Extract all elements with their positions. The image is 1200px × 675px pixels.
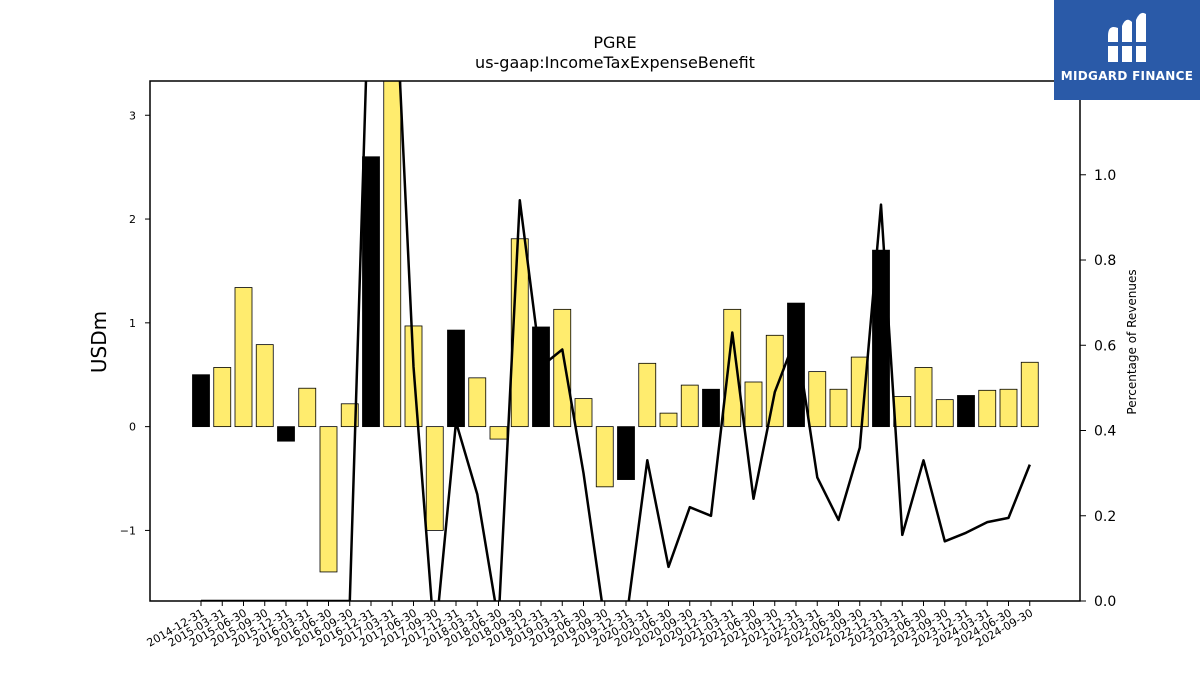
bar xyxy=(298,387,317,428)
bar xyxy=(999,388,1018,428)
bar xyxy=(595,426,614,488)
left-tick-label: 2 xyxy=(129,213,136,226)
left-tick-label: 3 xyxy=(129,109,136,122)
bar xyxy=(383,81,402,428)
bar xyxy=(765,334,784,428)
bar xyxy=(617,426,635,480)
right-tick-label: 1.0 xyxy=(1094,168,1116,184)
bar xyxy=(957,395,975,428)
x-axis-ticks: 2014-12-312015-03-312015-06-302015-09-30… xyxy=(145,601,1035,650)
bar xyxy=(723,308,742,428)
bar xyxy=(319,426,338,573)
logo-text: MIDGARD FINANCE xyxy=(1060,69,1194,83)
right-tick-label: 0.2 xyxy=(1094,509,1116,525)
bar xyxy=(638,362,657,428)
bar xyxy=(532,326,550,428)
bar xyxy=(808,371,827,428)
bar xyxy=(553,308,572,428)
plot-frame xyxy=(149,80,1081,602)
bar xyxy=(829,388,848,428)
bar xyxy=(213,367,232,428)
bar xyxy=(255,344,274,428)
bar xyxy=(234,287,253,428)
right-axis-ticks: 0.0 0.2 0.4 0.6 0.8 1.0 xyxy=(1080,168,1116,610)
right-tick-label: 0.0 xyxy=(1094,594,1116,610)
line-series xyxy=(201,81,1031,601)
left-tick-label: −1 xyxy=(120,524,136,537)
left-tick-label: 1 xyxy=(129,317,136,330)
bar xyxy=(787,302,805,428)
bar xyxy=(447,329,465,428)
bar xyxy=(702,388,720,428)
bar xyxy=(362,156,380,428)
bar xyxy=(425,426,444,531)
chart-subtitle: us-gaap:IncomeTaxExpenseBenefit xyxy=(475,53,755,72)
bar xyxy=(680,384,699,428)
right-tick-label: 0.6 xyxy=(1094,338,1116,354)
bar xyxy=(489,426,508,440)
bar xyxy=(1020,361,1039,428)
bar xyxy=(744,381,763,428)
left-axis-ticks: −1 0 1 2 3 xyxy=(120,109,150,537)
chart-title: PGRE xyxy=(593,33,636,52)
y-axis-label: USDm xyxy=(87,311,111,373)
bar xyxy=(340,403,359,428)
bar xyxy=(468,377,487,428)
midgard-logo-icon xyxy=(1102,12,1152,62)
right-tick-label: 0.4 xyxy=(1094,424,1116,440)
bar xyxy=(659,412,678,428)
right-tick-label: 0.8 xyxy=(1094,253,1116,269)
bar xyxy=(277,426,295,442)
left-tick-label: 0 xyxy=(129,421,136,434)
bar xyxy=(192,374,210,428)
percentage-line xyxy=(201,81,1031,601)
y2-axis-label: Percentage of Revenues xyxy=(1125,269,1139,414)
bar xyxy=(914,367,933,428)
bar xyxy=(978,389,997,428)
bar-series xyxy=(192,81,1039,573)
bar xyxy=(574,398,593,428)
bar xyxy=(935,399,954,428)
bar xyxy=(893,396,912,428)
brand-logo: MIDGARD FINANCE xyxy=(1054,0,1200,100)
